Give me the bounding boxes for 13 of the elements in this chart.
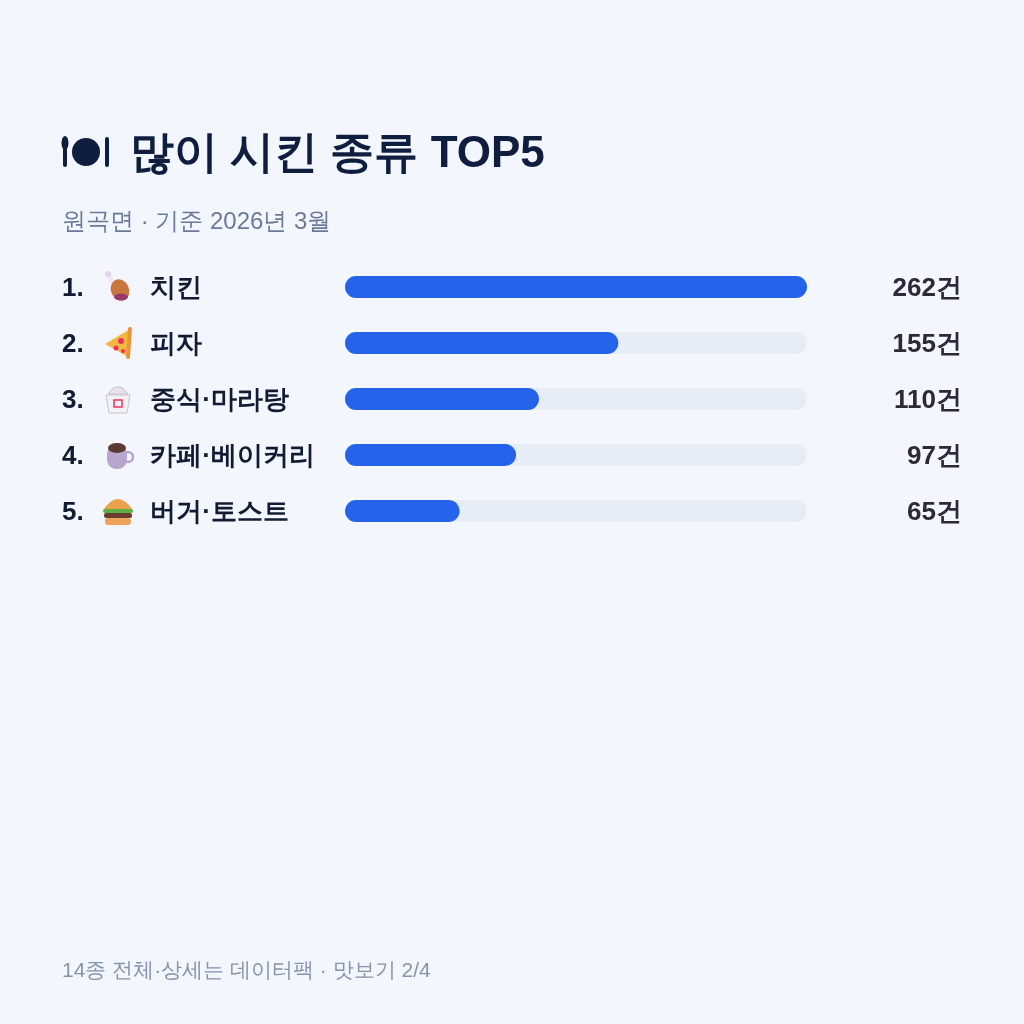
data-label: 110건	[894, 384, 962, 414]
data-label: 262건	[892, 272, 962, 302]
category-label: 5. 버거·토스트	[62, 496, 289, 526]
data-label: 65건	[907, 496, 962, 526]
category-label: 1. 치킨	[62, 272, 203, 302]
category-label: 3. 중식·마라탕	[62, 384, 289, 414]
category-label: 2. 피자	[62, 328, 203, 358]
data-label: 97건	[907, 440, 962, 470]
chart-subtitle: 원곡면 · 기준 2026년 3월	[62, 207, 332, 234]
data-label: 155건	[892, 328, 962, 358]
text: 14종 전체·상세는 데이터팩 · 맛보기 2/4	[62, 958, 432, 981]
chart-title: 많이 시킨 종류 TOP5	[130, 127, 545, 176]
category-label: 4. 카페·베이커리	[62, 440, 315, 470]
